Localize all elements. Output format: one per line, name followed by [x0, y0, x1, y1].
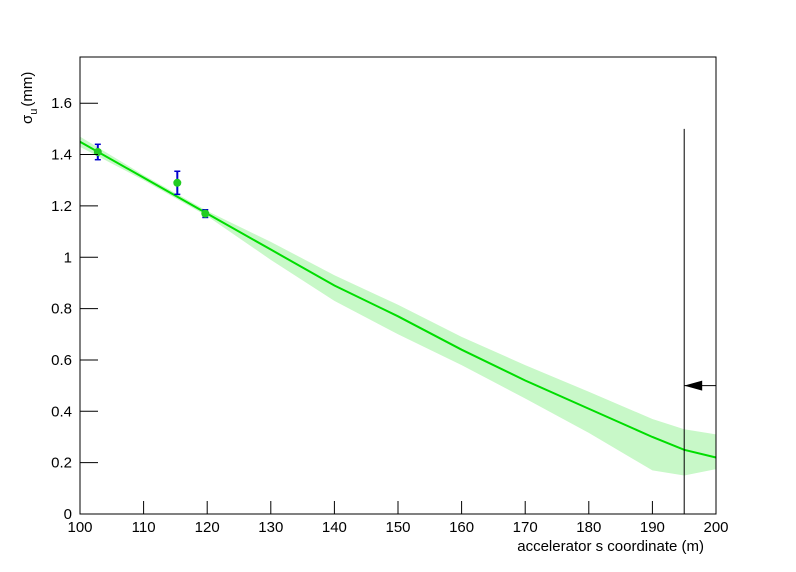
marker-arrow: [684, 380, 703, 391]
y-tick-label: 1: [64, 249, 72, 266]
x-tick-label: 130: [258, 519, 283, 536]
y-axis-label: σu (mm): [19, 72, 40, 124]
y-tick-label: 0: [64, 506, 72, 523]
fit-line: [79, 140, 717, 459]
data-point: [93, 147, 102, 156]
x-tick-label: 140: [322, 519, 347, 536]
y-tick-label: 0.8: [51, 301, 72, 318]
x-tick-label: 190: [640, 519, 665, 536]
x-tick-label: 200: [703, 519, 728, 536]
x-tick-label: 160: [449, 519, 474, 536]
x-tick-label: 170: [513, 519, 538, 536]
x-tick-label: 180: [576, 519, 601, 536]
y-label-symbol: σ: [19, 114, 36, 124]
data-point: [173, 178, 182, 187]
y-tick-label: 0.2: [51, 455, 72, 472]
x-axis-label: accelerator s coordinate (m): [517, 538, 704, 555]
data-point: [201, 209, 210, 218]
y-tick-label: 1.2: [51, 198, 72, 215]
x-tick-label: 150: [385, 519, 410, 536]
y-label-unit: (mm): [19, 72, 36, 107]
x-tick-label: 120: [195, 519, 220, 536]
y-tick-label: 0.6: [51, 352, 72, 369]
x-tick-label: 110: [132, 519, 156, 536]
x-tick-label: 100: [67, 519, 92, 536]
confidence-band: [80, 136, 716, 476]
y-tick-label: 1.6: [51, 95, 72, 112]
y-label-subscript: u: [28, 109, 40, 115]
y-tick-label: 1.4: [51, 147, 72, 164]
y-tick-label: 0.4: [51, 403, 72, 420]
